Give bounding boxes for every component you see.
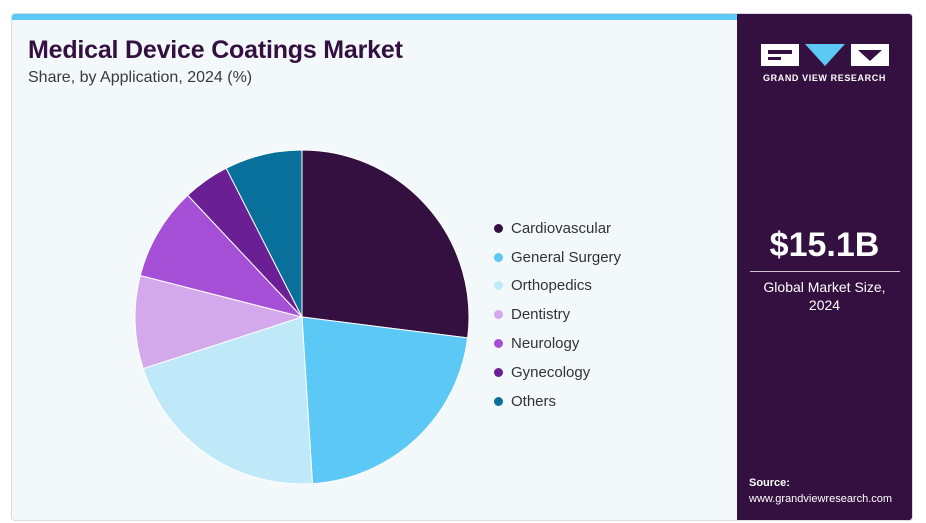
legend-item-gynecology: Gynecology [494,358,621,387]
legend-item-others: Others [494,387,621,416]
legend-label: General Surgery [511,248,622,266]
legend-label: Orthopedics [511,277,592,295]
market-size-value: $15.1B [769,226,880,264]
pie-chart [134,149,470,485]
accent-bar [12,14,737,20]
legend-label: Neurology [511,335,580,353]
market-size-label-line-2: 2024 [808,297,841,313]
pie-container [12,20,737,520]
source-link[interactable]: www.grandviewresearch.com [749,493,893,505]
pie-slice-dentistry [134,274,304,370]
legend-swatch [494,252,503,262]
market-size-label: Global Market Size, 2024 [737,278,912,314]
chart-area: Medical Device Coatings Market Share, by… [12,20,737,520]
legend-swatch [494,223,503,233]
chart-legend: Cardiovascular General Surgery Orthopedics… [494,214,621,416]
legend-item-neurology: Neurology [494,329,621,358]
legend-swatch [494,339,503,349]
legend-item-general-surgery: General Surgery [494,243,621,272]
pie-slice-neurology [139,194,304,318]
info-sidebar: GRAND VIEW RESEARCH $15.1B Global Market… [737,14,912,520]
chart-title: Medical Device Coatings Market [28,36,403,64]
divider [750,271,900,272]
legend-label: Cardiovascular [511,219,612,237]
legend-swatch [494,310,503,320]
legend-label: Dentistry [511,306,571,324]
pie-slice-orthopedics [142,316,314,485]
legend-item-dentistry: Dentistry [494,300,621,329]
pie-slice-cardiovascular [301,149,470,339]
legend-item-cardiovascular: Cardiovascular [494,214,621,243]
pie-slice-others [225,149,303,318]
legend-label: Others [511,392,557,410]
grand-view-research-logo [761,44,889,66]
source-label: Source: [749,477,790,489]
pie-slice-general-surgery [301,316,469,485]
brand-name: GRAND VIEW RESEARCH [763,73,886,83]
chart-card: Medical Device Coatings Market Share, by… [11,13,913,521]
chart-subtitle: Share, by Application, 2024 (%) [28,69,253,86]
legend-label: Gynecology [511,363,591,381]
legend-swatch [494,367,503,377]
legend-swatch [494,396,503,406]
legend-item-orthopedics: Orthopedics [494,272,621,301]
market-size-label-line-1: Global Market Size, [763,279,886,295]
legend-swatch [494,281,503,291]
